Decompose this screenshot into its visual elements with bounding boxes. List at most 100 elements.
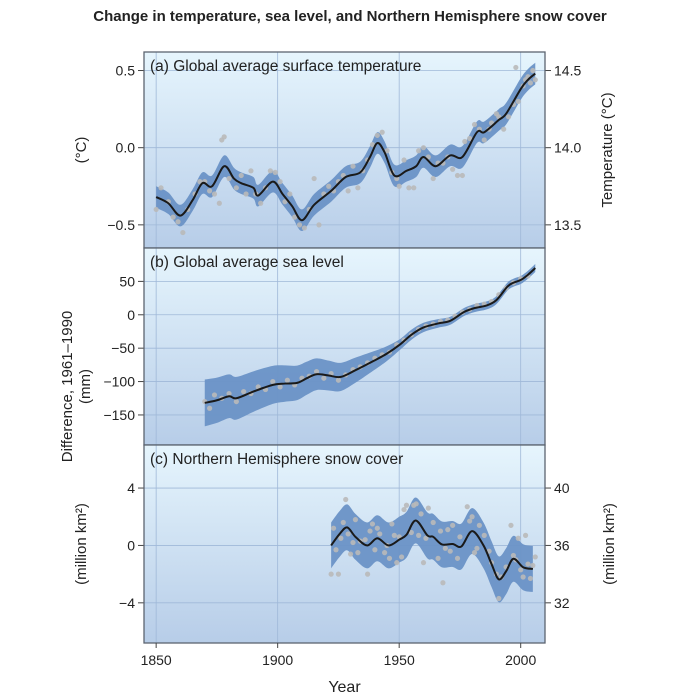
observation-point xyxy=(382,550,388,556)
observation-point xyxy=(226,390,232,397)
observation-point xyxy=(440,580,446,586)
y-tick-label-right: 14.0 xyxy=(554,140,581,156)
observation-point xyxy=(207,188,213,194)
observation-point xyxy=(471,550,478,556)
y-tick-label: −4 xyxy=(119,595,135,611)
observation-point xyxy=(258,200,264,206)
y-tick-label: 50 xyxy=(119,273,135,289)
observation-point xyxy=(522,532,529,538)
observation-point xyxy=(338,535,344,541)
observation-point xyxy=(394,175,400,182)
observation-point xyxy=(367,528,373,534)
observation-point xyxy=(282,199,288,205)
observation-point xyxy=(211,392,218,398)
observation-point xyxy=(411,185,417,191)
observation-point xyxy=(467,135,473,142)
observation-point xyxy=(379,129,385,135)
observation-point xyxy=(399,554,405,560)
panel-sea-level: 50 0 −50 −100 −150 (b) Global average sea lev… xyxy=(59,247,546,463)
observation-point xyxy=(454,555,461,561)
plot-background xyxy=(144,248,545,445)
observation-point xyxy=(416,148,422,154)
y-tick-label: 0 xyxy=(127,537,135,553)
y-tick-label: 0.0 xyxy=(116,140,136,156)
observation-point xyxy=(301,225,307,231)
observation-point xyxy=(369,141,376,148)
observation-point xyxy=(391,532,397,538)
observation-point xyxy=(321,375,327,381)
observation-point xyxy=(345,188,351,194)
chart-title: Change in temperature, sea level, and No… xyxy=(93,8,607,25)
observation-point xyxy=(459,172,465,179)
y-axis-label-right: (million km²) xyxy=(601,503,618,585)
smoothed-line xyxy=(204,267,536,404)
observation-point xyxy=(248,168,254,174)
observation-point xyxy=(335,377,342,383)
observation-point xyxy=(211,191,218,197)
observation-point xyxy=(326,183,332,189)
y-tick-label-right: 40 xyxy=(554,480,570,496)
observation-point xyxy=(350,539,356,546)
observation-point xyxy=(207,405,213,411)
panel-label: (c) Northern Hemisphere snow cover xyxy=(150,451,403,468)
observation-point xyxy=(406,185,412,191)
observation-point xyxy=(328,571,334,577)
observation-point xyxy=(505,114,512,120)
observation-point xyxy=(369,521,376,527)
observation-point xyxy=(384,148,390,154)
observation-point xyxy=(442,545,448,551)
observation-point xyxy=(316,222,322,228)
observation-point xyxy=(374,132,380,138)
observation-point xyxy=(464,504,470,510)
observation-point xyxy=(226,175,232,182)
observation-point xyxy=(396,183,402,189)
observation-point xyxy=(277,384,283,390)
observation-point xyxy=(508,522,514,528)
y-tick-label: −100 xyxy=(103,374,135,390)
observation-point xyxy=(389,521,395,527)
observation-point xyxy=(510,552,517,559)
y-tick-label-right: 14.5 xyxy=(554,63,581,79)
observation-point xyxy=(481,137,487,143)
observation-point xyxy=(513,64,519,71)
x-tick-label: 1900 xyxy=(262,652,293,668)
observation-point xyxy=(515,535,521,541)
observation-point xyxy=(527,80,534,86)
observation-point xyxy=(469,514,475,520)
x-tick-label: 1850 xyxy=(141,652,172,668)
observation-point xyxy=(435,555,441,561)
y-axis-label: Difference, 1961–1990 xyxy=(59,311,76,463)
observation-point xyxy=(481,532,487,538)
observation-point xyxy=(352,517,359,523)
observation-point xyxy=(420,145,427,151)
observation-point xyxy=(216,200,222,206)
y-tick-label-right: 13.5 xyxy=(554,217,581,233)
observation-point xyxy=(343,496,349,503)
observation-point xyxy=(180,229,186,236)
observation-point xyxy=(474,545,480,551)
x-tick-label: 1950 xyxy=(384,652,415,668)
observation-point xyxy=(372,547,378,553)
observation-point xyxy=(267,168,273,174)
observation-point xyxy=(233,185,239,191)
observation-point xyxy=(520,574,526,580)
observation-point xyxy=(221,134,227,140)
y-tick-label-right: 36 xyxy=(554,537,570,553)
observation-point xyxy=(238,172,244,179)
observation-point xyxy=(447,548,453,554)
observation-point xyxy=(313,368,320,375)
observation-point xyxy=(418,511,424,517)
observation-point xyxy=(243,191,249,197)
observation-point xyxy=(416,532,422,538)
observation-point xyxy=(158,185,164,191)
observation-point xyxy=(430,519,436,526)
observation-point xyxy=(476,522,482,528)
observation-point xyxy=(374,525,380,531)
observation-point xyxy=(233,398,239,405)
observation-point xyxy=(437,528,444,534)
observation-point xyxy=(518,567,524,573)
observation-point xyxy=(296,222,303,228)
observation-point xyxy=(527,575,534,582)
observation-point xyxy=(377,531,383,537)
